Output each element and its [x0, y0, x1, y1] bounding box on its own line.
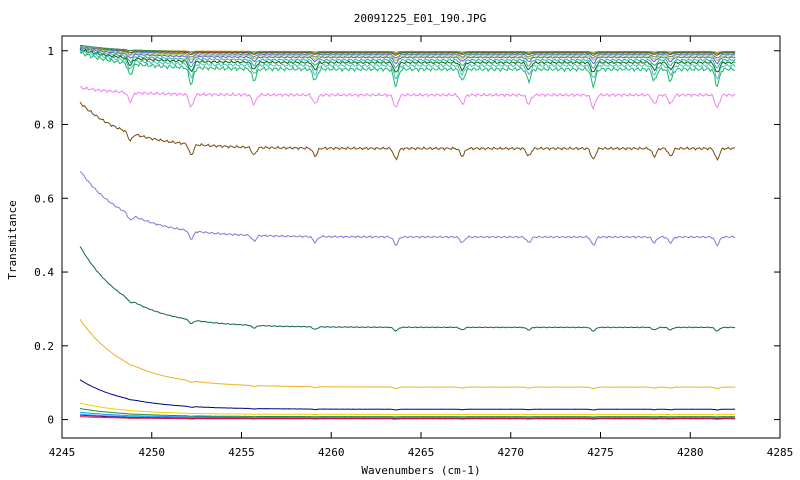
- series-line-8: [79, 48, 736, 73]
- x-tick-label: 4285: [767, 446, 794, 459]
- x-tick-label: 4255: [228, 446, 255, 459]
- y-tick-label: 0: [47, 414, 54, 427]
- series-line-2: [79, 44, 736, 55]
- series-line-19: [79, 411, 736, 419]
- x-tick-label: 4245: [49, 446, 76, 459]
- x-tick-label: 4275: [587, 446, 614, 459]
- series-line-12: [79, 101, 736, 161]
- series-line-7: [79, 47, 736, 70]
- x-tick-label: 4265: [408, 446, 435, 459]
- y-tick-label: 0.6: [34, 192, 54, 205]
- series-line-6: [79, 47, 736, 65]
- series-line-22: [79, 416, 736, 420]
- x-tick-label: 4260: [318, 446, 345, 459]
- series-line-18: [79, 408, 736, 418]
- x-tick-label: 4250: [139, 446, 166, 459]
- y-tick-label: 0.4: [34, 266, 54, 279]
- x-tick-label: 4280: [677, 446, 704, 459]
- series-line-4: [79, 45, 736, 59]
- series-line-16: [79, 379, 736, 411]
- y-tick-label: 0.8: [34, 119, 54, 132]
- series-line-3: [79, 46, 736, 56]
- series-line-5: [79, 46, 736, 62]
- series-line-17: [79, 402, 736, 416]
- x-axis: 4245 4250 4255 4260 4265 4270 4275 4280 4285: [49, 36, 794, 459]
- x-tick-label: 4270: [498, 446, 525, 459]
- y-axis-label: Transmitance: [6, 200, 19, 279]
- series-line-14: [79, 246, 736, 332]
- series-line-15: [79, 318, 736, 390]
- series-layer: [79, 44, 736, 420]
- series-line-10: [79, 51, 736, 90]
- y-tick-label: 0.2: [34, 340, 54, 353]
- y-tick-label: 1: [47, 45, 54, 58]
- y-axis: 0 0.2 0.4 0.6 0.8 1: [34, 45, 780, 427]
- x-axis-label: Wavenumbers (cm-1): [361, 464, 480, 477]
- series-line-11: [79, 86, 736, 111]
- chart-title: 20091225_E01_190.JPG: [354, 12, 486, 25]
- series-line-9: [79, 50, 736, 80]
- series-line-13: [79, 171, 736, 247]
